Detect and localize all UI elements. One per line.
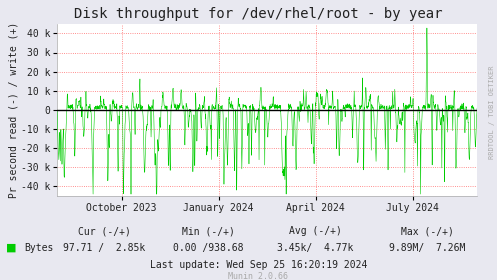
Text: Max (-/+): Max (-/+)	[401, 226, 454, 236]
Y-axis label: Pr second read (-) / write (+): Pr second read (-) / write (+)	[8, 22, 18, 198]
Text: ■: ■	[6, 243, 16, 253]
Text: Last update: Wed Sep 25 16:20:19 2024: Last update: Wed Sep 25 16:20:19 2024	[150, 260, 367, 270]
Text: 0.00 /938.68: 0.00 /938.68	[173, 243, 244, 253]
Text: 97.71 /  2.85k: 97.71 / 2.85k	[63, 243, 146, 253]
Text: Min (-/+): Min (-/+)	[182, 226, 235, 236]
Text: Disk throughput for /dev/rhel/root - by year: Disk throughput for /dev/rhel/root - by …	[74, 7, 443, 21]
Text: 3.45k/  4.77k: 3.45k/ 4.77k	[277, 243, 354, 253]
Text: Bytes: Bytes	[24, 243, 53, 253]
Text: Munin 2.0.66: Munin 2.0.66	[229, 272, 288, 280]
Text: RRDTOOL / TOBI OETIKER: RRDTOOL / TOBI OETIKER	[489, 65, 495, 159]
Text: Avg (-/+): Avg (-/+)	[289, 226, 342, 236]
Text: 9.89M/  7.26M: 9.89M/ 7.26M	[389, 243, 466, 253]
Text: Cur (-/+): Cur (-/+)	[78, 226, 131, 236]
